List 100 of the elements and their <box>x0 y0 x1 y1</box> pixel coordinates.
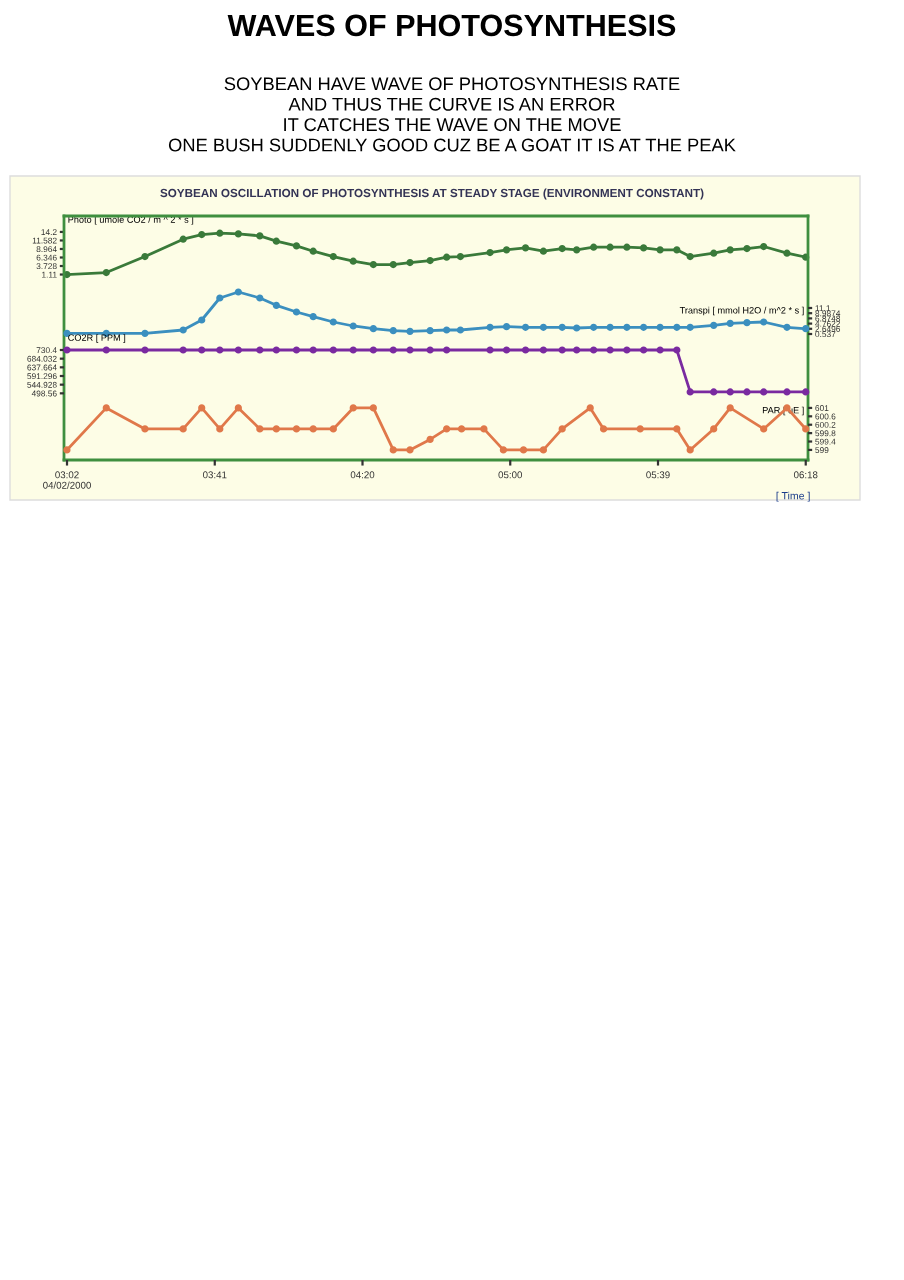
point <box>443 253 451 261</box>
point <box>726 246 734 254</box>
point <box>558 323 566 331</box>
point <box>389 260 397 269</box>
point <box>623 243 631 251</box>
point <box>443 326 451 334</box>
point <box>63 446 71 454</box>
point <box>292 242 301 250</box>
point <box>521 323 530 331</box>
point <box>349 322 357 330</box>
point <box>726 404 734 412</box>
point <box>743 319 751 327</box>
point <box>234 404 242 412</box>
point <box>426 435 434 444</box>
chart-subtitle: SOYBEAN HAVE WAVE OF PHOTOSYNTHESIS RATE AND THUS THE CURVE IS AN ERROR IT CATCHES THE WAVE ON THE MOVE ONE BUSH SUDDENLY GOOD CUZ BE A GOAT IT IS AT THE PEAK <box>168 77 736 152</box>
point <box>426 256 434 265</box>
point <box>198 404 206 412</box>
point <box>480 425 488 433</box>
point <box>456 326 465 334</box>
point <box>502 323 511 331</box>
point <box>636 425 644 433</box>
point <box>216 229 224 237</box>
point <box>272 301 280 309</box>
point <box>802 325 810 333</box>
point <box>656 246 664 254</box>
point <box>309 313 317 321</box>
point <box>539 446 548 454</box>
point <box>710 425 718 433</box>
point <box>639 244 648 252</box>
point <box>502 246 511 254</box>
point <box>198 230 206 239</box>
point <box>686 446 694 454</box>
point <box>389 327 397 335</box>
point <box>256 232 264 240</box>
point <box>309 247 317 255</box>
point <box>760 242 768 251</box>
point <box>686 323 694 331</box>
point <box>686 252 694 261</box>
point <box>234 230 242 238</box>
point <box>102 268 110 277</box>
point <box>309 425 317 433</box>
point <box>486 323 494 331</box>
point <box>349 404 357 412</box>
point <box>521 244 530 252</box>
point <box>198 316 206 324</box>
point <box>216 425 224 433</box>
point <box>558 244 566 253</box>
point <box>710 321 718 329</box>
point <box>573 324 581 332</box>
point <box>369 404 377 412</box>
point <box>272 237 280 245</box>
point <box>141 252 149 261</box>
point <box>623 323 631 331</box>
point <box>141 425 149 433</box>
point <box>673 246 681 254</box>
point <box>486 248 494 257</box>
point <box>726 319 734 327</box>
point <box>349 257 357 265</box>
point <box>256 294 264 302</box>
point <box>329 318 337 326</box>
point <box>783 249 791 257</box>
point <box>586 404 594 412</box>
point <box>710 249 718 257</box>
point <box>599 425 608 433</box>
point <box>457 425 466 433</box>
point <box>102 404 110 412</box>
point <box>590 243 598 251</box>
line-series <box>63 404 810 454</box>
point <box>606 323 614 331</box>
point <box>743 244 751 253</box>
point <box>179 235 187 243</box>
chart-title: WAVES OF PHOTOSYNTHESIS <box>227 14 676 37</box>
point <box>292 425 301 433</box>
point <box>783 323 791 331</box>
point <box>443 425 451 433</box>
point <box>406 327 414 335</box>
point <box>673 323 681 331</box>
point <box>329 425 337 433</box>
point <box>256 425 264 433</box>
point <box>760 318 768 326</box>
point <box>760 425 768 433</box>
point <box>406 446 414 454</box>
point <box>389 446 397 454</box>
point <box>329 252 337 261</box>
point <box>573 246 581 254</box>
point <box>802 425 810 433</box>
point <box>639 323 648 331</box>
point <box>558 425 566 433</box>
point <box>292 308 301 316</box>
point <box>590 323 598 331</box>
point <box>179 326 187 334</box>
point <box>673 425 681 433</box>
point <box>369 260 377 269</box>
point <box>426 327 434 335</box>
point <box>456 252 465 261</box>
point <box>179 425 187 433</box>
point <box>406 258 414 267</box>
point <box>234 288 242 296</box>
point <box>272 425 280 433</box>
point <box>141 329 149 337</box>
